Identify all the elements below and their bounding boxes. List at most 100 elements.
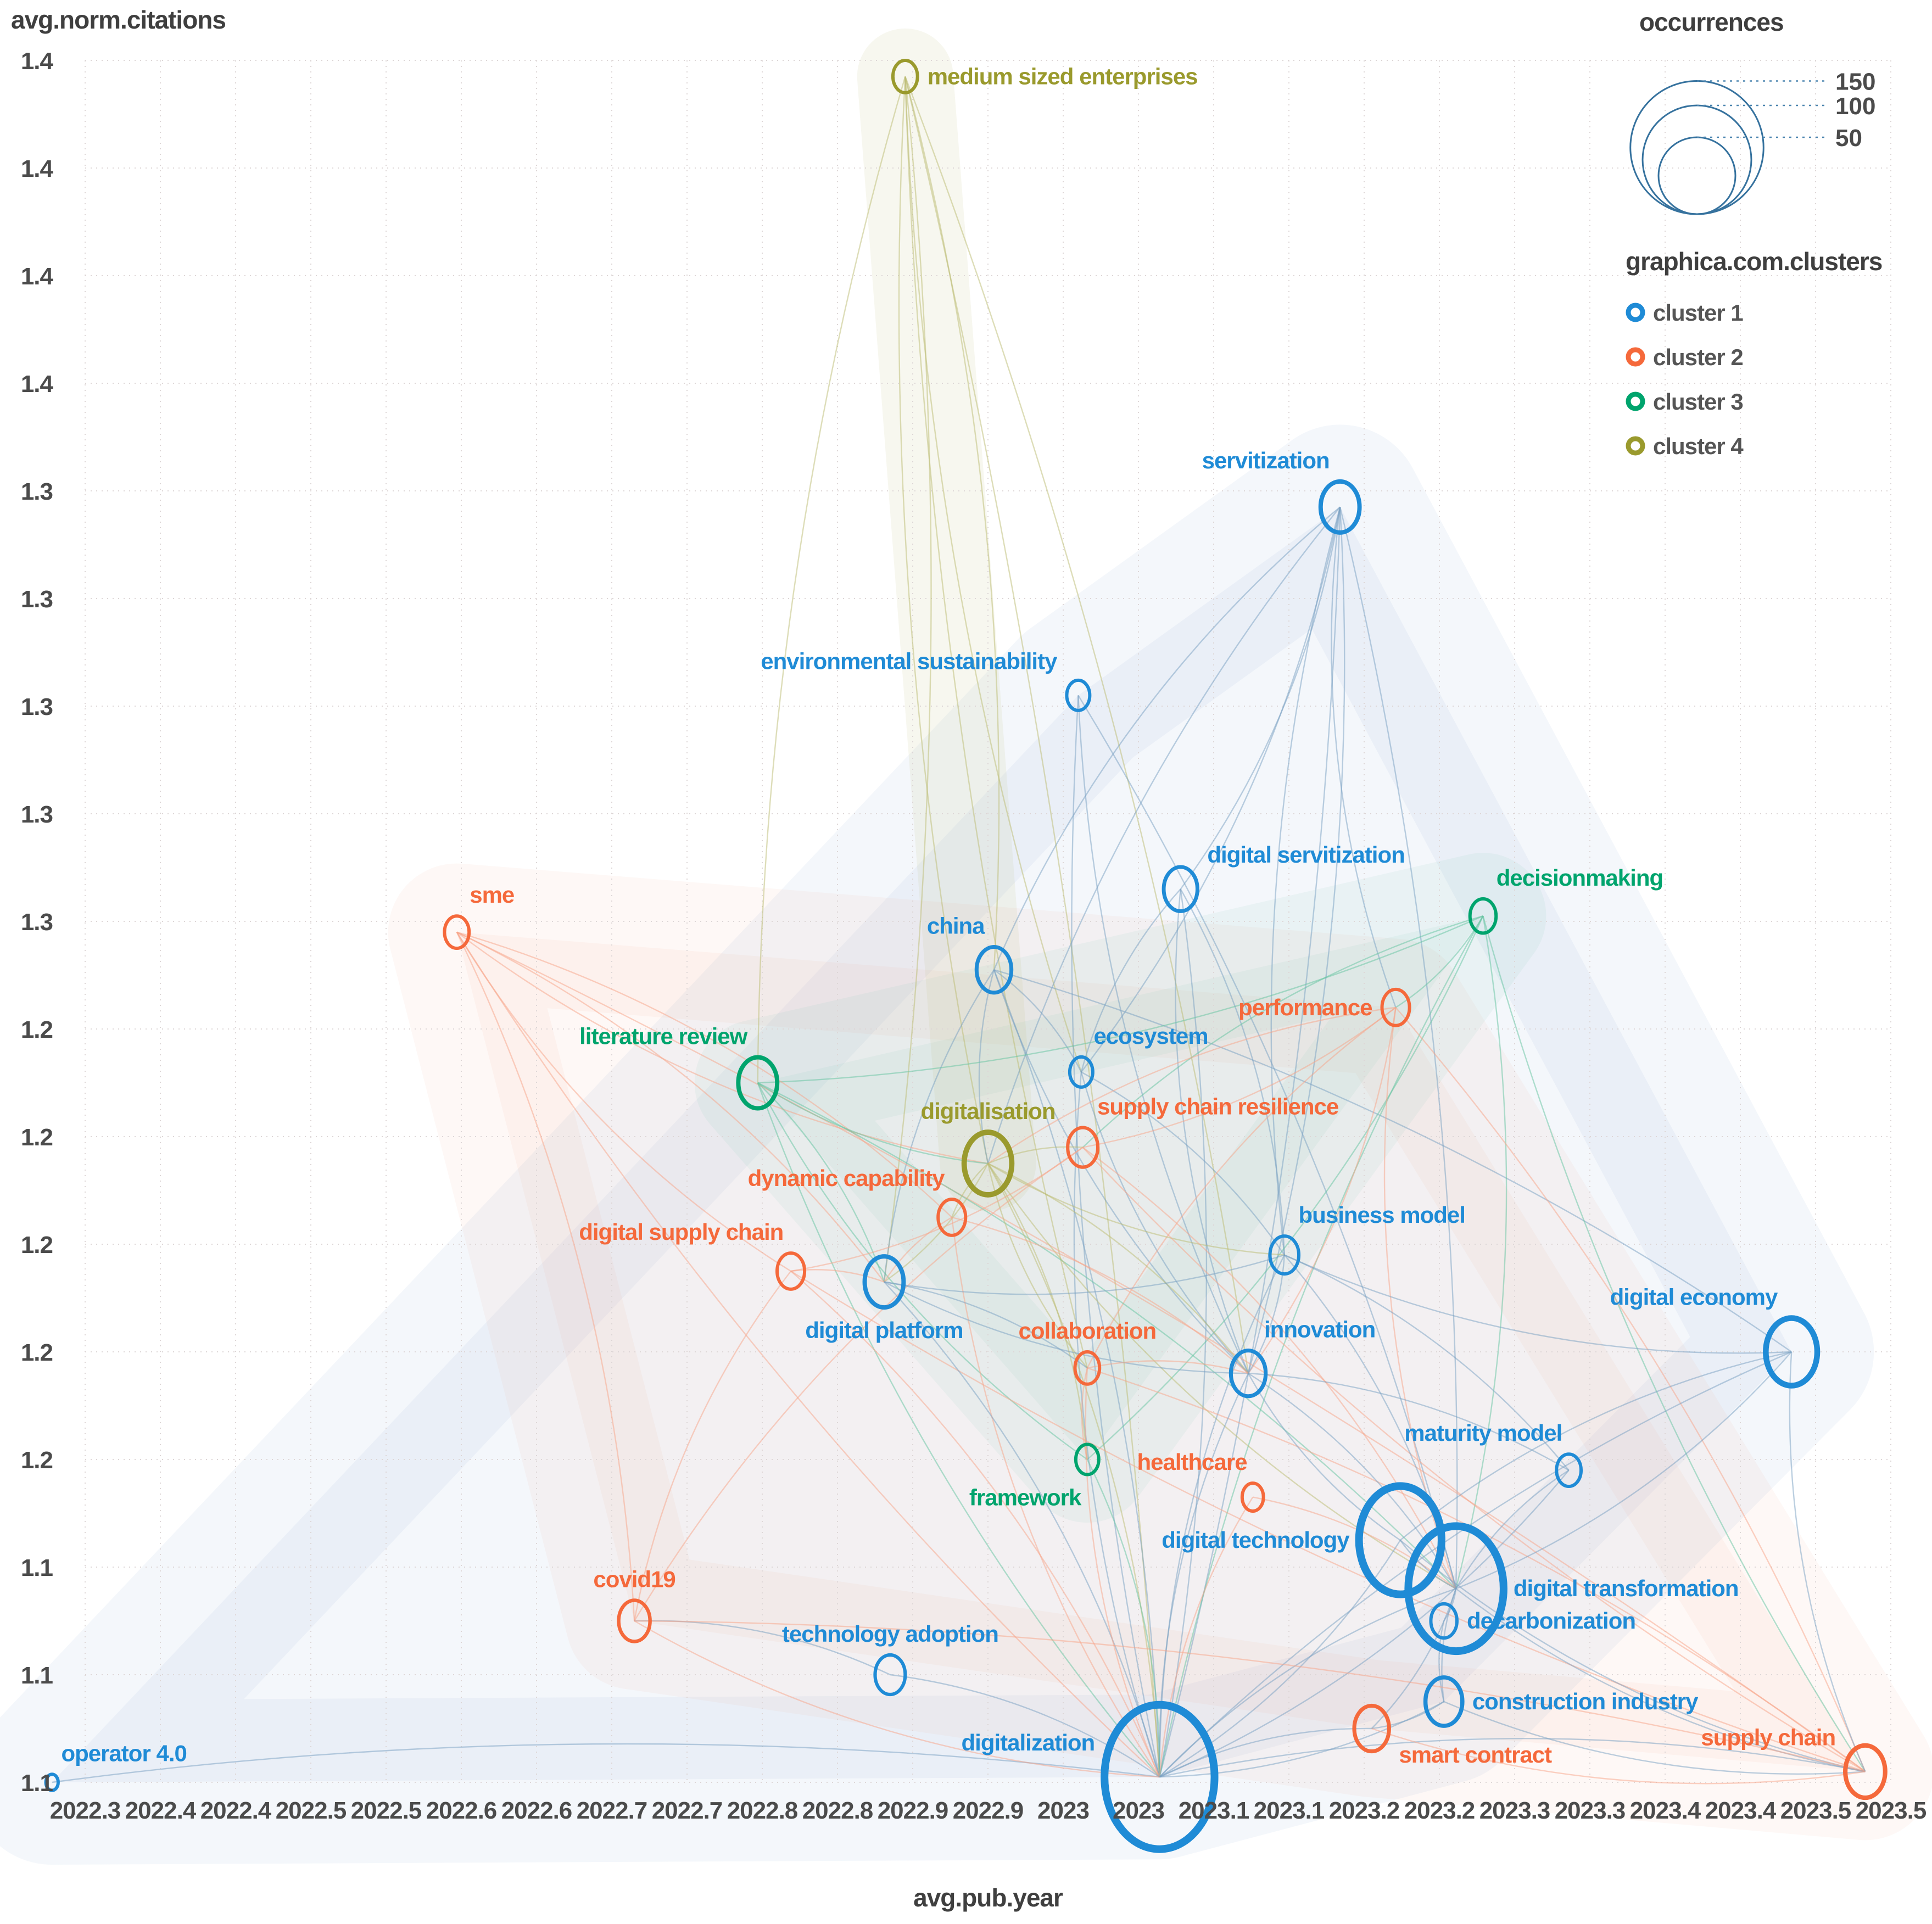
edge-coll-schain — [1087, 1367, 1866, 1772]
edge-mse-dplat — [883, 76, 932, 1282]
bubble-dtech[interactable] — [1355, 1482, 1445, 1598]
edge-dyn-dign — [951, 1217, 1160, 1777]
legend-item-cluster-2[interactable]: cluster 2 — [1626, 344, 1744, 370]
bubble-dplat[interactable] — [862, 1254, 906, 1310]
edge-bmod-mat — [1284, 1254, 1570, 1471]
label-hc: healthcare — [1137, 1449, 1247, 1475]
edge-china-digsn — [978, 969, 995, 1164]
y-tick: 1.1 — [21, 1770, 53, 1797]
label-dmk: decisionmaking — [1497, 865, 1663, 891]
label-lit: literature review — [579, 1023, 747, 1049]
x-tick: 2022.7 — [652, 1797, 723, 1824]
x-tick: 2022.8 — [802, 1797, 873, 1824]
bubble-bmod[interactable] — [1268, 1234, 1301, 1276]
bubble-schain[interactable] — [1843, 1743, 1888, 1800]
label-china: china — [927, 913, 985, 939]
bubble-dsch[interactable] — [775, 1251, 807, 1291]
edge-perf-digsn — [987, 1006, 1396, 1164]
bubble-dcarb[interactable] — [1429, 1602, 1459, 1640]
bubble-scres[interactable] — [1066, 1126, 1100, 1169]
cluster-legend-label: cluster 1 — [1653, 300, 1743, 326]
y-tick: 1.2 — [21, 1124, 53, 1151]
y-tick: 1.3 — [21, 693, 53, 720]
x-tick: 2023 — [1113, 1797, 1164, 1824]
bubble-dyn[interactable] — [936, 1198, 968, 1237]
edge-dign-cons — [1159, 1701, 1444, 1778]
bubble-tad[interactable] — [873, 1653, 907, 1697]
edge-bmod-deco — [1284, 1254, 1792, 1354]
edge-envs-dtrans — [1077, 695, 1457, 1589]
edge-serv-china — [993, 506, 1341, 970]
x-tick: 2022.6 — [426, 1797, 497, 1824]
bubble-hc[interactable] — [1240, 1481, 1265, 1513]
cluster-hull-3 — [694, 853, 1546, 1523]
cluster-legend: cluster 1 cluster 2 cluster 3 cluster 4 — [1626, 300, 1744, 459]
edge-dign-deco — [1159, 1351, 1792, 1778]
edge-serv-perf — [1331, 507, 1397, 1008]
bubble-china[interactable] — [974, 945, 1014, 995]
bubble-mat[interactable] — [1555, 1452, 1583, 1489]
bubble-covid[interactable] — [617, 1598, 652, 1643]
bubble-dserv[interactable] — [1162, 865, 1199, 913]
edge-innov-dign — [1158, 1373, 1249, 1777]
y-tick: 1.3 — [21, 586, 53, 613]
label-eco: ecosystem — [1093, 1023, 1208, 1049]
edge-innov-mat — [1248, 1373, 1570, 1471]
edge-lit-dplat — [757, 1082, 885, 1282]
bubble-sme[interactable] — [443, 914, 471, 950]
bubble-lit[interactable] — [736, 1055, 780, 1111]
size-legend-value: 100 — [1835, 93, 1875, 120]
edge-dign-mat — [1159, 1469, 1570, 1778]
label-perf: performance — [1238, 994, 1372, 1020]
label-dserv: digital servitization — [1207, 842, 1404, 868]
label-dtrans: digital transformation — [1514, 1575, 1739, 1601]
bubbles — [44, 58, 1888, 1853]
edge-sme-dplat — [456, 931, 885, 1283]
bubble-dtrans[interactable] — [1404, 1522, 1507, 1655]
edge-dyn-innov — [951, 1216, 1249, 1374]
edge-china-deco — [993, 969, 1792, 1352]
bubble-op40[interactable] — [44, 1772, 60, 1792]
label-envs: environmental sustainability — [761, 648, 1058, 674]
bubble-envs[interactable] — [1065, 678, 1092, 712]
edge-scres-schain — [1082, 1146, 1866, 1772]
edge-sme-covid — [456, 932, 635, 1621]
bubble-digsn[interactable] — [961, 1129, 1015, 1198]
bubble-dign[interactable] — [1101, 1701, 1219, 1853]
edge-dmk-dign — [1159, 915, 1484, 1777]
label-op40: operator 4.0 — [61, 1740, 186, 1766]
x-tick: 2023.4 — [1630, 1797, 1701, 1824]
y-tick: 1.2 — [21, 1232, 53, 1259]
bubble-eco[interactable] — [1068, 1055, 1095, 1089]
bubble-deco[interactable] — [1763, 1315, 1821, 1389]
bubble-fw[interactable] — [1074, 1442, 1101, 1476]
edge-mse-lit — [757, 76, 906, 1083]
label-dcarb: decarbonization — [1467, 1608, 1635, 1634]
edge-serv-bmod — [1270, 507, 1341, 1255]
edge-sme-digsn — [456, 931, 989, 1165]
size-legend-title: occurrences — [1639, 8, 1784, 36]
bubble-mse[interactable] — [891, 58, 919, 94]
edge-dsch-covid — [633, 1271, 792, 1621]
edge-deco-schain — [1789, 1351, 1866, 1772]
bubble-cons[interactable] — [1423, 1675, 1465, 1728]
legend-item-cluster-1[interactable]: cluster 1 — [1626, 300, 1744, 326]
label-coll: collaboration — [1018, 1318, 1156, 1344]
legend-item-cluster-4[interactable]: cluster 4 — [1626, 433, 1744, 459]
edge-scres-dtrans — [1082, 1146, 1457, 1589]
label-schain: supply chain — [1701, 1724, 1835, 1750]
bubble-innov[interactable] — [1229, 1349, 1268, 1399]
label-dsch: digital supply chain — [579, 1219, 783, 1245]
edge-china-innov — [993, 969, 1249, 1374]
cluster-1-swatch — [1626, 303, 1645, 322]
bubble-dmk[interactable] — [1468, 897, 1498, 935]
bubble-coll[interactable] — [1073, 1350, 1102, 1386]
edge-perf-innov — [1248, 1007, 1397, 1374]
y-tick: 1.3 — [21, 909, 53, 936]
bubble-perf[interactable] — [1380, 987, 1411, 1027]
bubble-smart[interactable] — [1352, 1703, 1391, 1754]
bubble-serv[interactable] — [1318, 479, 1362, 535]
label-mse: medium sized enterprises — [928, 63, 1198, 89]
legend-item-cluster-3[interactable]: cluster 3 — [1626, 389, 1744, 415]
edge-sme-dyn — [456, 931, 953, 1218]
